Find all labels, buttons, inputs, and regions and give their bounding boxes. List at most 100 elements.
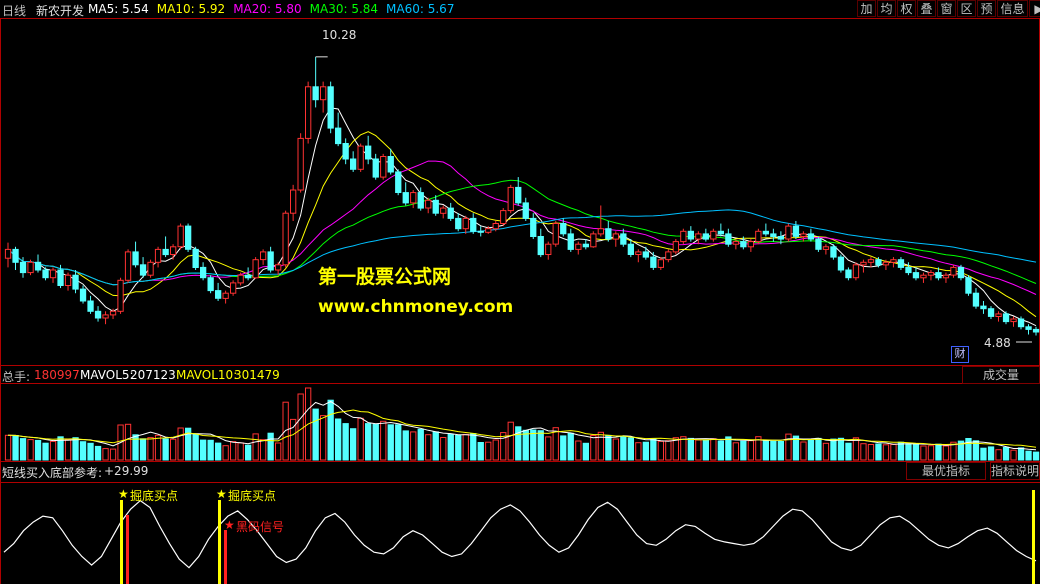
candle-body — [552, 223, 559, 245]
candle-body — [282, 212, 289, 266]
right-arrow-icon[interactable]: ▶ — [1029, 0, 1040, 17]
volume-bar — [1017, 447, 1025, 461]
volume-bar — [64, 439, 72, 461]
volume-bar — [49, 440, 57, 461]
volume-bar — [177, 427, 184, 461]
panel-borders — [0, 18, 1040, 584]
candle-body — [19, 261, 27, 274]
candle-body — [800, 233, 807, 237]
volume-bar — [995, 449, 1002, 461]
candle-body — [815, 238, 822, 250]
volume-bar — [590, 435, 597, 461]
top-bar: 日线 新农开发 MA5: 5.54 MA10: 5.92 MA20: 5.80 MA3… — [0, 0, 1040, 18]
mavol-line-5 — [7, 400, 1037, 451]
candle-body — [875, 259, 882, 266]
candle-body — [477, 230, 484, 233]
candle-body — [305, 86, 312, 139]
candle-body — [297, 137, 304, 191]
signal-bar — [126, 515, 129, 584]
candle-body — [785, 225, 792, 240]
volume-bar — [890, 444, 897, 461]
candle-body — [650, 256, 657, 268]
candle-body — [252, 259, 259, 279]
volume-bar — [635, 442, 642, 461]
best-indicator-button[interactable]: 最优指标 — [906, 462, 986, 480]
candle-body — [147, 261, 154, 276]
volume-bar — [650, 438, 657, 461]
candle-body — [57, 269, 64, 286]
volume-bar — [612, 438, 620, 461]
candle-body — [882, 261, 890, 266]
toolbar-button[interactable]: 叠 — [917, 0, 936, 17]
volume-bar — [417, 428, 424, 461]
volume-bar — [342, 423, 349, 461]
candle-body — [545, 243, 552, 255]
finance-badge[interactable]: 财 — [951, 346, 969, 363]
period-label[interactable]: 日线 — [2, 4, 27, 18]
volume-bar — [245, 444, 252, 461]
volume-bar — [837, 437, 845, 461]
candle-body — [342, 143, 349, 160]
volume-bar — [732, 442, 740, 461]
toolbar-button[interactable]: 权 — [897, 0, 916, 17]
candle-body — [965, 277, 972, 294]
indicator-help-button[interactable]: 指标说明 — [990, 462, 1040, 480]
candle-body — [260, 251, 267, 261]
volume-bar — [380, 420, 387, 461]
volume-bar — [357, 417, 364, 461]
toolbar-button[interactable]: 信息 — [997, 0, 1028, 17]
volume-bar — [740, 440, 747, 461]
toolbar-button[interactable]: 窗 — [937, 0, 956, 17]
volume-bar — [972, 440, 980, 461]
candle-body — [1025, 326, 1032, 330]
signal-buy-label-2: 掘底买点 — [228, 489, 277, 503]
volume-bar — [530, 429, 537, 461]
volume-bar — [447, 433, 454, 461]
candle-body — [387, 156, 394, 173]
toolbar-button[interactable]: 区 — [957, 0, 976, 17]
candle-body — [680, 230, 687, 243]
candle-body — [64, 274, 72, 287]
ma-legend-item: MA30: 5.84 — [309, 2, 379, 16]
volume-bar — [200, 439, 207, 461]
candle-body — [1002, 313, 1010, 323]
candle-body — [34, 261, 42, 271]
volume-bar — [365, 423, 372, 461]
volume-bar — [410, 431, 417, 461]
candle-body — [792, 225, 800, 237]
toolbar-button[interactable]: 均 — [877, 0, 896, 17]
candle-body — [79, 288, 87, 302]
volume-bar — [852, 437, 860, 461]
ma-line-30 — [7, 179, 1037, 286]
volume-bar — [425, 434, 432, 461]
volume-bar — [1010, 449, 1017, 461]
mavol10-label: MAVOL10: — [176, 368, 238, 382]
signal-buy-label-1: 掘底买点 — [130, 489, 179, 503]
volume-bar — [79, 441, 87, 461]
volume-bar — [102, 448, 109, 461]
volume-panel-button[interactable]: 成交量 — [962, 366, 1040, 384]
candle-body — [417, 192, 424, 209]
volume-bar — [792, 435, 800, 461]
volume-bar — [402, 430, 409, 461]
toolbar-button[interactable]: 加 — [857, 0, 876, 17]
volume-bar — [124, 423, 132, 461]
volume-bar — [575, 440, 582, 461]
volume-bar — [710, 438, 717, 461]
candle-body — [702, 233, 710, 240]
volume-bar — [950, 441, 957, 461]
volume-bar — [957, 440, 965, 461]
volume-bar — [807, 440, 815, 461]
volume-bar — [980, 447, 987, 461]
candle-body — [425, 199, 432, 209]
volume-bar — [747, 440, 755, 461]
toolbar-button[interactable]: 预 — [977, 0, 996, 17]
candle-body — [672, 241, 680, 253]
volume-bar — [605, 434, 612, 461]
candle-body — [357, 145, 364, 170]
candle-body — [950, 266, 957, 276]
indicator-value: +29.99 — [104, 464, 149, 478]
volume-bar — [560, 435, 567, 461]
candle-body — [980, 305, 987, 310]
